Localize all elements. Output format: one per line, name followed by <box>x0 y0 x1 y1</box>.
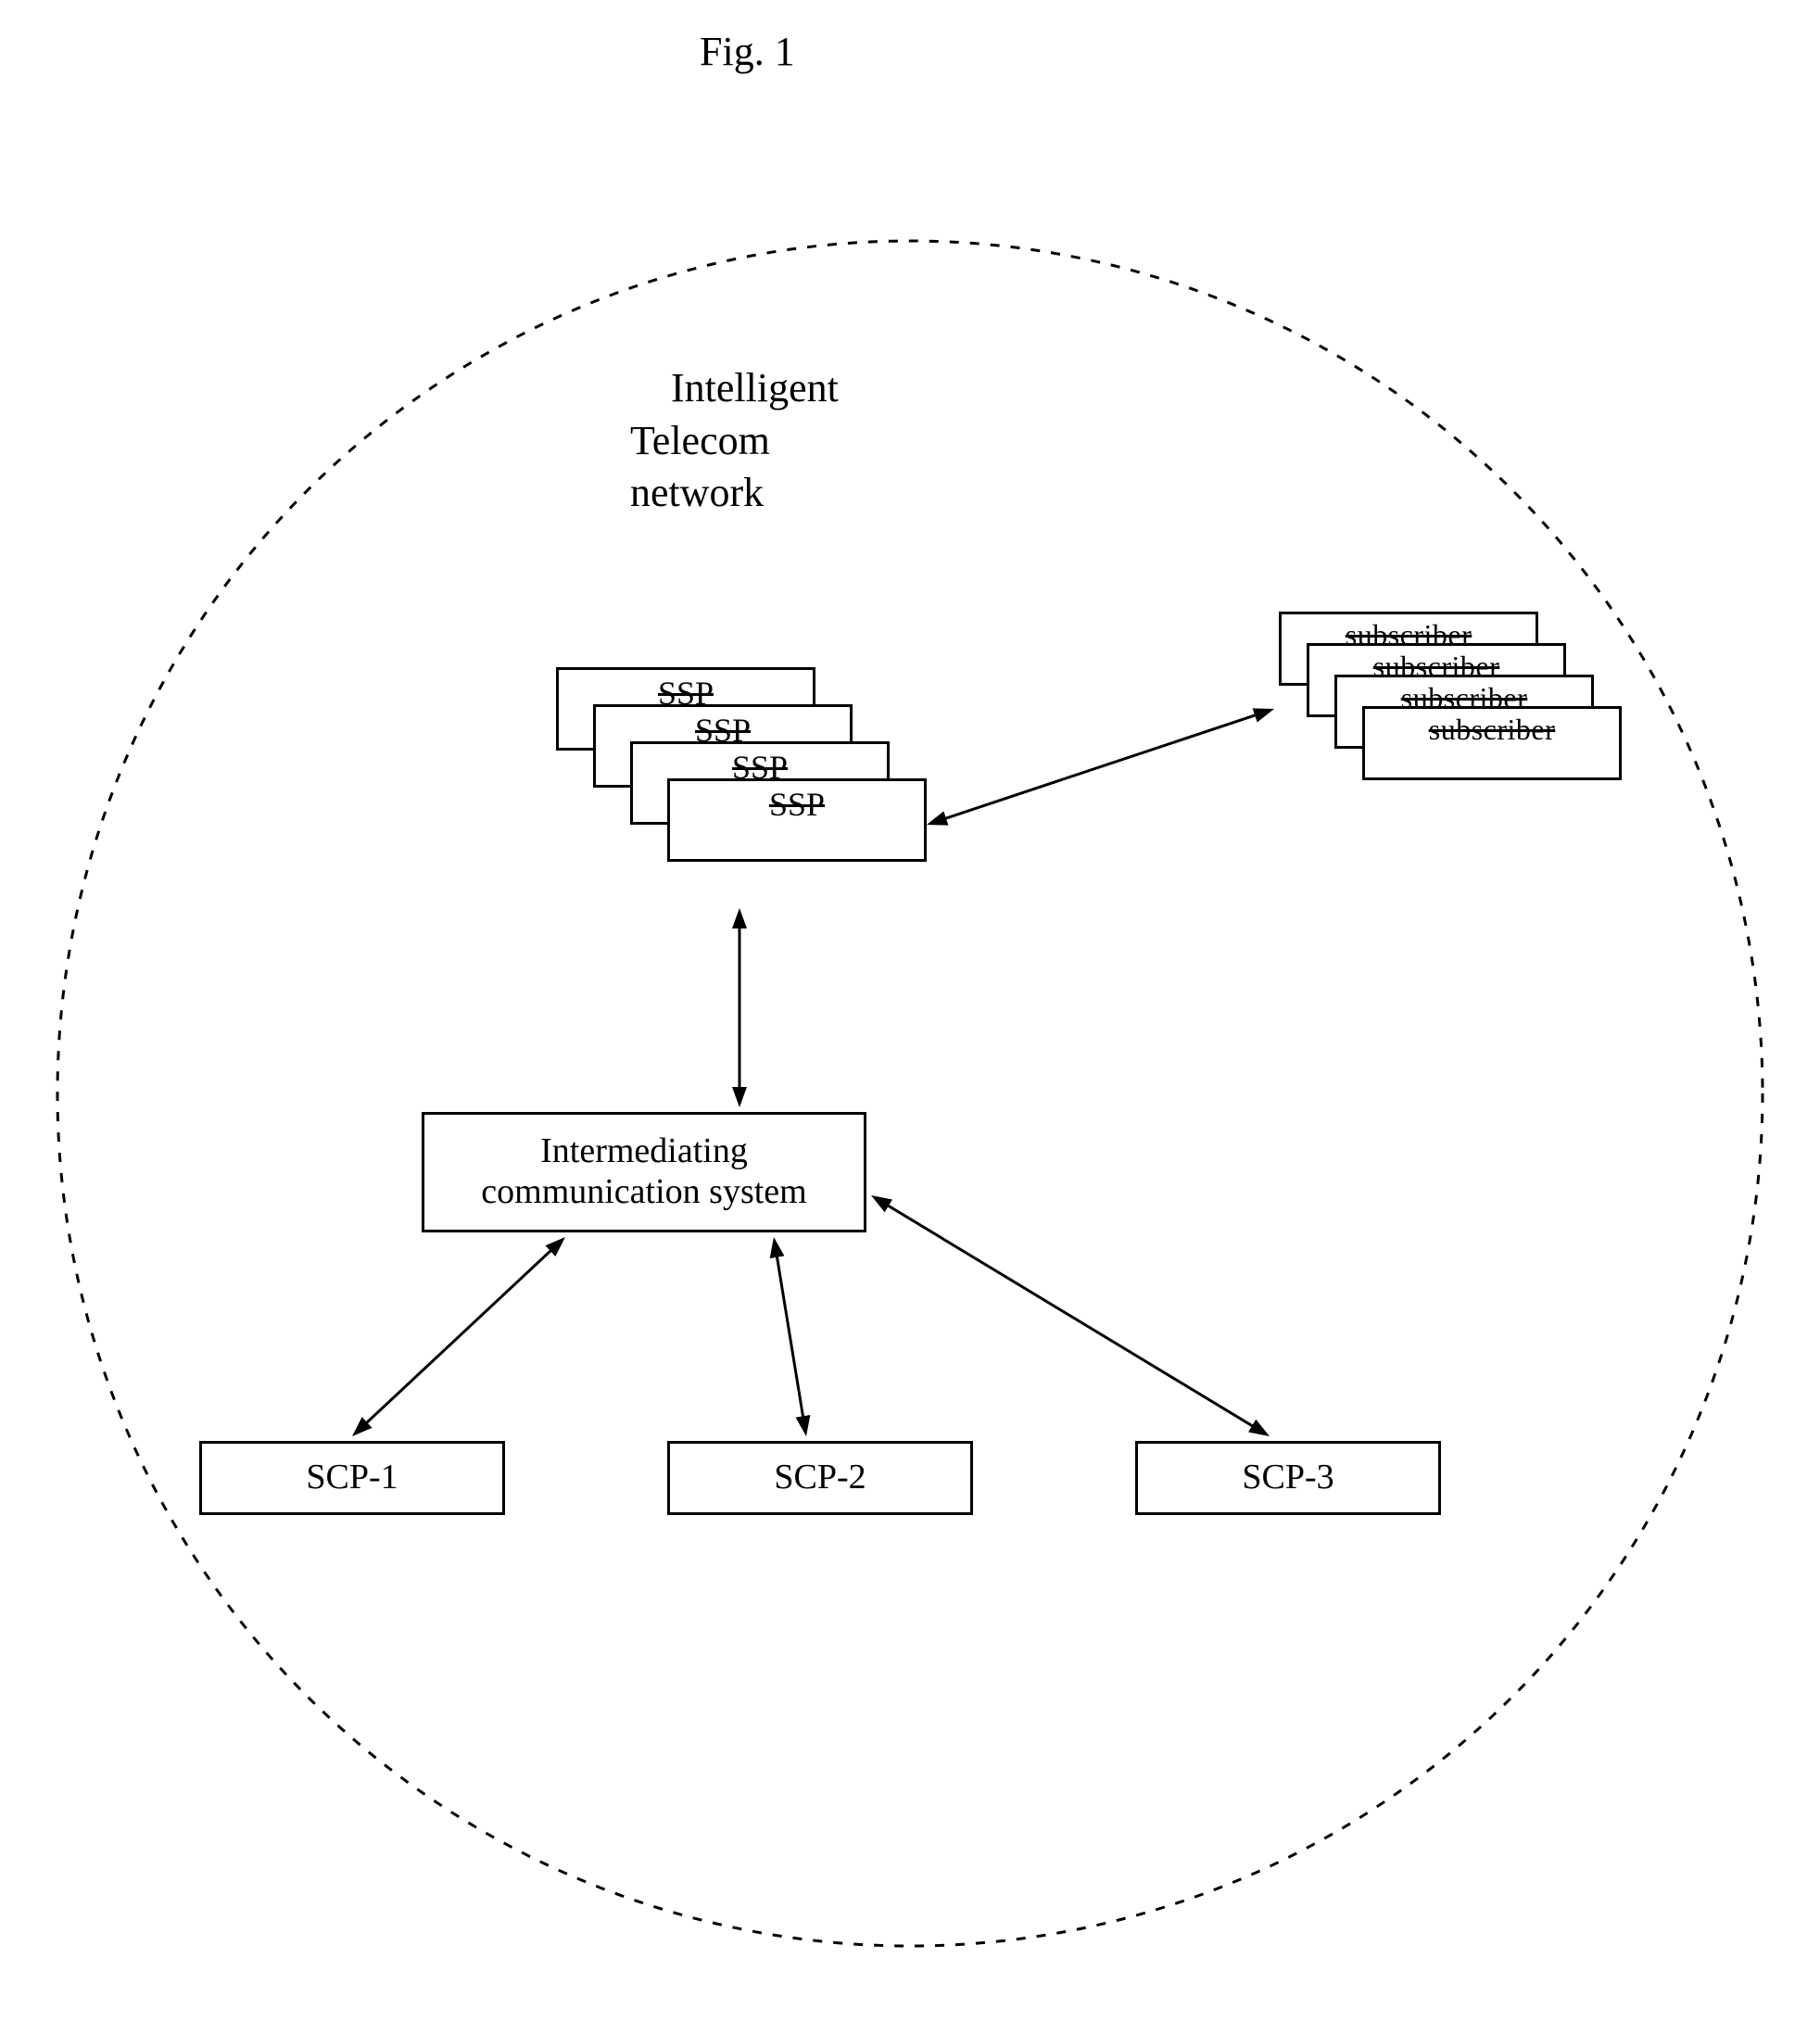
scp-3-label: SCP-3 <box>1242 1458 1333 1498</box>
connector-line <box>939 713 1263 821</box>
figure-title-text: Fig. 1 <box>700 29 795 74</box>
network-boundary-circle <box>57 241 1763 1946</box>
ssp-box: SSP <box>667 778 927 862</box>
connector-line <box>776 1249 804 1424</box>
subscriber-box: subscriber <box>1362 706 1622 780</box>
ssp-label: SSP <box>670 785 924 824</box>
network-label-text: Intelligent Telecom network <box>630 365 839 515</box>
diagram-canvas <box>0 0 1820 2021</box>
scp-1-label: SCP-1 <box>306 1458 398 1498</box>
intermediating-box: Intermediating communication system <box>422 1112 866 1232</box>
connector-line <box>361 1245 557 1428</box>
scp-2-box: SCP-2 <box>667 1441 973 1515</box>
scp-2-label: SCP-2 <box>774 1458 866 1498</box>
scp-1-box: SCP-1 <box>199 1441 505 1515</box>
connector-line <box>881 1202 1258 1430</box>
intermediating-label: Intermediating communication system <box>481 1131 806 1212</box>
subscriber-label: subscriber <box>1365 713 1619 747</box>
network-label: Intelligent Telecom network <box>630 310 839 572</box>
scp-3-box: SCP-3 <box>1135 1441 1441 1515</box>
figure-title: Fig. 1 <box>700 28 795 75</box>
